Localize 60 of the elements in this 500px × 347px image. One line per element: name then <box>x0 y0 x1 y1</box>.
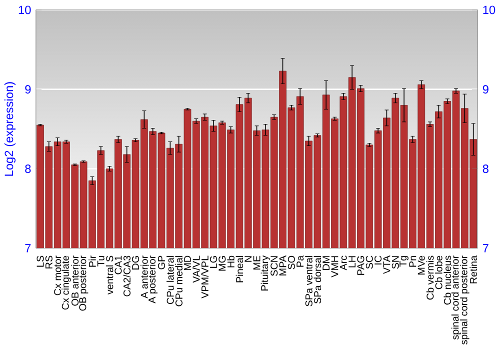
x-tick-label: SO <box>288 256 295 270</box>
x-tick-label: Cx motor <box>54 255 62 295</box>
x-tick-label: Pa <box>296 255 304 267</box>
x-tick-label: RS <box>45 256 52 268</box>
x-tick-label: Arc <box>340 255 347 270</box>
x-tick-label: PAG <box>357 256 364 275</box>
x-tick-label: Cb nucleus <box>444 256 451 304</box>
x-tick-label: IC <box>374 256 382 264</box>
x-tick-label: ME <box>253 256 260 270</box>
y-axis-title: Log2 (expression) <box>4 82 16 176</box>
x-tick-label: OB anterior <box>71 255 79 306</box>
x-tick-label: OB posterior <box>78 255 88 310</box>
x-tick-label: CA2/CA3 <box>123 256 131 296</box>
x-tick-label: CA1 <box>114 256 122 274</box>
x-tick-label: VTA <box>383 255 390 274</box>
x-tick-label: MPA <box>279 255 286 276</box>
x-tick-label: GP <box>158 256 166 270</box>
x-tick-label: CPu lateral <box>166 256 174 304</box>
x-tick-label: MD <box>184 256 191 270</box>
x-tick-label: VMH <box>331 256 338 278</box>
x-tick-label: N <box>244 256 252 262</box>
x-tick-label: spinal cord posterior <box>460 255 470 344</box>
x-tick-label: A posterior <box>148 255 158 304</box>
x-tick-label: Pineal <box>236 256 244 282</box>
x-tick-label: VA/VL <box>192 256 200 283</box>
x-tick-label: SN <box>392 256 399 269</box>
x-tick-label: spinal cord anterior <box>451 255 461 340</box>
y2-tick-label: 10 <box>483 5 496 14</box>
y-tick-label: 8 <box>25 164 31 173</box>
x-tick-label: SC <box>366 256 373 269</box>
y-tick-label: 9 <box>25 84 31 94</box>
x-tick-label: ventral S <box>106 256 114 294</box>
x-tick-label: LS <box>36 256 44 267</box>
x-tick-label: Tu <box>97 256 104 266</box>
x-tick-label: Cb vermis <box>426 256 434 300</box>
x-tick-label: SPa dorsal <box>314 256 322 304</box>
x-tick-label: SCN <box>270 256 278 276</box>
x-tick-label: VPM/VPL <box>201 256 208 298</box>
x-tick-label: DM <box>322 256 330 270</box>
x-tick-label: Retina <box>470 255 477 284</box>
x-tick-label: Cx cingulate <box>62 256 71 310</box>
x-tick-label: Pituitary <box>260 255 270 290</box>
x-tick-label: CPu medial <box>175 256 182 306</box>
x-tick-label: SPa ventral <box>305 256 312 306</box>
x-tick-label: Pn <box>409 256 416 267</box>
x-tick-label: Cb lobe <box>435 256 442 289</box>
x-tick-label: Hb <box>227 256 234 268</box>
y2-tick-label: 7 <box>482 244 488 252</box>
y-tick-label: 7 <box>25 244 31 252</box>
x-tick-label: Pir <box>88 255 96 267</box>
y2-tick-label: 8 <box>482 164 488 173</box>
x-tick-label: A anterior <box>140 255 148 298</box>
x-tick-label: LH <box>348 256 356 268</box>
x-tick-label: MVe <box>418 256 425 274</box>
x-tick-label: DG <box>132 256 140 270</box>
x-tick-label: MG <box>218 256 226 270</box>
y2-tick-label: 9 <box>482 84 488 94</box>
x-tick-label: Tg <box>400 256 408 267</box>
y-tick-label: 10 <box>18 5 31 14</box>
x-tick-label: LG <box>210 256 218 268</box>
